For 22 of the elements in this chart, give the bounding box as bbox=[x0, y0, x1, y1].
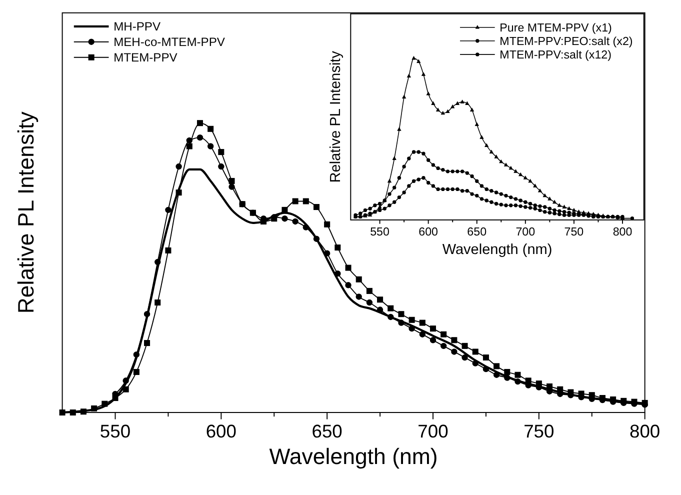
x-tick-label: 700 bbox=[516, 225, 536, 238]
legend-label: MH-PPV bbox=[114, 20, 161, 34]
x-tick-label: 800 bbox=[612, 225, 632, 238]
x-tick-label: 650 bbox=[467, 225, 487, 238]
x-tick-label: 800 bbox=[630, 420, 660, 442]
legend-label: MTEM-PPV bbox=[114, 50, 178, 65]
y-axis-title: Relative PL Intensity bbox=[328, 50, 344, 183]
x-tick-label: 600 bbox=[418, 225, 438, 238]
x-tick-label: 550 bbox=[100, 420, 131, 442]
x-axis-title: Wavelength (nm) bbox=[442, 242, 552, 258]
x-tick-label: 650 bbox=[312, 420, 342, 442]
legend-label: MTEM-PPV:PEO:salt (x2) bbox=[500, 34, 633, 48]
legend-label: Pure MTEM-PPV (x1) bbox=[500, 21, 612, 34]
legend-label: MTEM-PPV:salt (x12) bbox=[500, 48, 612, 62]
x-tick-label: 750 bbox=[524, 420, 554, 442]
legend-label: MEH-co-MTEM-PPV bbox=[114, 35, 225, 50]
x-tick-label: 750 bbox=[564, 225, 584, 238]
y-axis-title: Relative PL Intensity bbox=[13, 110, 38, 314]
x-axis-title: Wavelength (nm) bbox=[269, 444, 438, 469]
x-tick-label: 600 bbox=[206, 420, 237, 442]
x-tick-label: 700 bbox=[418, 420, 448, 442]
x-tick-label: 550 bbox=[370, 225, 390, 238]
